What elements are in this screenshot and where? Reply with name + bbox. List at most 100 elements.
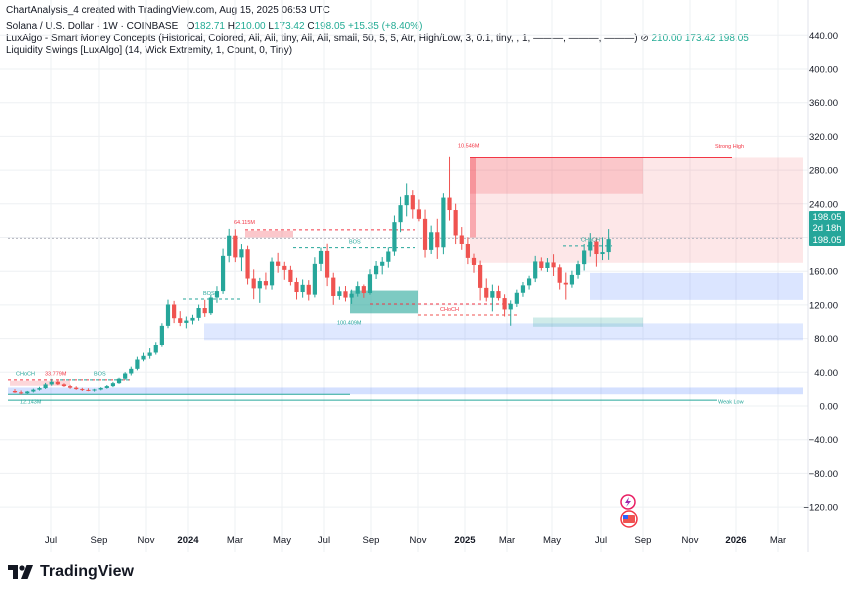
candle-body [318,250,324,264]
candle-body [98,387,103,390]
candle-body [294,281,299,293]
candle-body [441,197,446,248]
x-tick-label: Sep [91,535,108,546]
created-line: ChartAnalysis_4 created with TradingView… [6,5,330,16]
candle-body [116,378,122,384]
annotation-label: 64.115M [234,220,255,226]
candle-body [153,345,158,353]
candle-body [123,373,128,379]
candle-body [312,263,317,295]
candle-body [227,235,232,256]
x-tick-label: Sep [363,535,380,546]
candle-body [61,384,67,387]
indicator-smc-value-3: 198.05 [718,33,749,44]
candle-body [67,386,73,388]
x-tick-label: Mar [227,535,243,546]
annotation-label: BOS [203,291,215,297]
candle-body [422,218,428,250]
liquidity-zone-low [8,387,803,395]
candle-body [429,232,434,250]
candle-body [288,269,293,282]
bullish-fvg-box-2 [533,317,643,327]
x-tick-label: Nov [410,535,427,546]
candle-body [269,261,275,286]
annotation-label: BOS [349,239,361,245]
annotation-label: 10.546M [458,143,480,149]
candle-body [539,261,544,268]
candle-body [220,255,226,292]
close-label: C [307,21,315,32]
structure-lines [8,156,803,401]
candle-body [569,274,575,285]
candle-body [337,291,342,296]
candle-body [178,318,183,323]
candle-body [398,205,403,223]
candle-body [575,264,581,275]
indicator-liquidity-row[interactable]: Liquidity Swings [LuxAlgo] (14, Wick Ext… [6,45,749,57]
candle-body [545,262,550,268]
candle-body [74,387,79,390]
high-value: 210.00 [235,21,266,32]
candle-body [502,298,507,310]
symbol-row[interactable]: Solana / U.S. Dollar · 1W · COINBASE O18… [6,21,749,33]
candle-body [184,320,189,323]
annotation-label: 33.779M [45,372,67,378]
indicator-smc-row[interactable]: LuxAlgo - Smart Money Concepts (Historic… [6,33,749,45]
candle-body [86,389,91,391]
candle-body [129,368,134,374]
candle-body [331,277,336,296]
candle-body [551,262,556,268]
premium-zone [470,157,803,263]
discount-zone [204,323,803,341]
candle-body [380,261,385,266]
annotation-label: 100.409M [337,320,362,326]
candle-body [514,292,519,304]
candle-body [37,388,42,390]
event-icons[interactable] [620,494,638,528]
bearish-order-block-2024 [245,230,293,238]
candle-body [135,359,140,369]
candle-body [208,297,213,314]
annotation-label: CHoCH [16,372,35,378]
price-badge: 198.05 2d 18h 198.05 [809,211,845,246]
candle-body [92,389,97,391]
candle-body [300,284,305,293]
price-axis[interactable]: 440.00400.00360.00320.00280.00240.00200.… [803,31,838,514]
candle-body [282,265,287,270]
y-tick-label: 360.00 [809,98,838,109]
candle-body [159,325,164,346]
y-tick-label: 160.00 [809,267,838,278]
y-tick-label: 440.00 [809,31,838,42]
annotation-label: BOS [94,372,106,378]
x-tick-label: Jul [45,535,57,546]
candle-body [392,222,397,252]
brand-logo[interactable]: TradingView [8,562,134,582]
candle-body [447,197,452,211]
candle-body [533,261,538,279]
candle-body [172,304,177,319]
candle-body [404,195,409,206]
candle-body [239,249,244,258]
tradingview-logo-icon [8,565,33,579]
time-axis[interactable]: Jul Sep Nov 2024 Mar May Jul Sep Nov 2025 Mar May Ju… [45,535,786,546]
candle-body [25,391,30,394]
open-value: 182.71 [194,21,225,32]
bullish-order-block [590,272,803,300]
bearish-order-block-core [470,157,476,238]
candle-body [471,257,477,265]
annotation-label: Strong High [715,144,744,150]
candle-body [190,317,195,321]
eye-off-icon[interactable]: ⊘ [640,33,649,44]
candle-body [557,267,562,283]
candle-body [306,284,311,295]
x-tick-label: Nov [682,535,699,546]
x-tick-label: Mar [770,535,786,546]
y-tick-label: −80.00 [809,469,838,480]
candle-body [55,381,60,385]
badge-price-2: 198.05 [812,235,841,246]
candle-body [49,381,54,385]
candle-body [325,250,330,278]
candle-body [594,241,599,255]
candle-body [373,265,379,275]
